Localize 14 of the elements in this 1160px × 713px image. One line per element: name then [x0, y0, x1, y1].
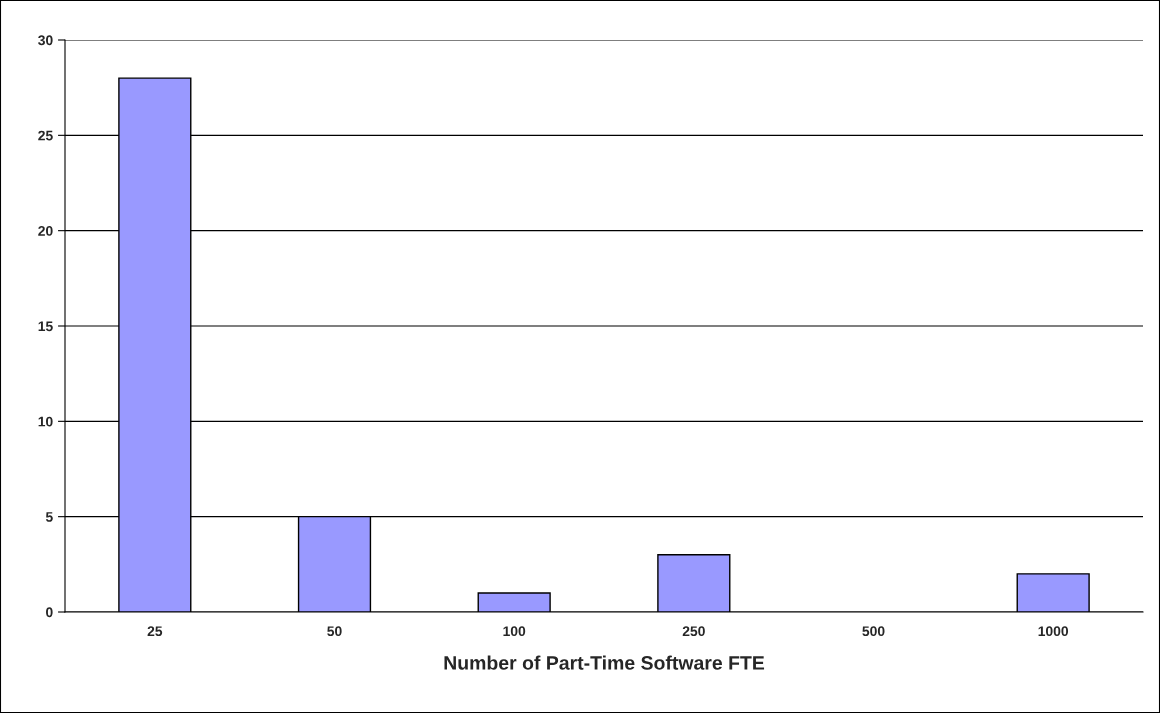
y-tick-label: 10: [38, 416, 53, 427]
x-tick-label: 100: [503, 626, 526, 637]
x-tick-label: 1000: [1038, 626, 1069, 637]
x-tick-label: 500: [862, 626, 885, 637]
y-tick-label: 15: [38, 321, 53, 332]
x-axis-title: Number of Part-Time Software FTE: [444, 655, 765, 670]
y-tick-label: 0: [46, 607, 53, 618]
y-tick-label: 30: [38, 35, 53, 46]
y-tick-label: 25: [38, 130, 53, 141]
x-tick-label: 250: [682, 626, 705, 637]
x-tick-label: 50: [327, 626, 342, 637]
y-tick-label: 20: [38, 226, 53, 236]
x-tick-label: 25: [147, 626, 163, 637]
y-tick-label: 5: [45, 512, 53, 522]
